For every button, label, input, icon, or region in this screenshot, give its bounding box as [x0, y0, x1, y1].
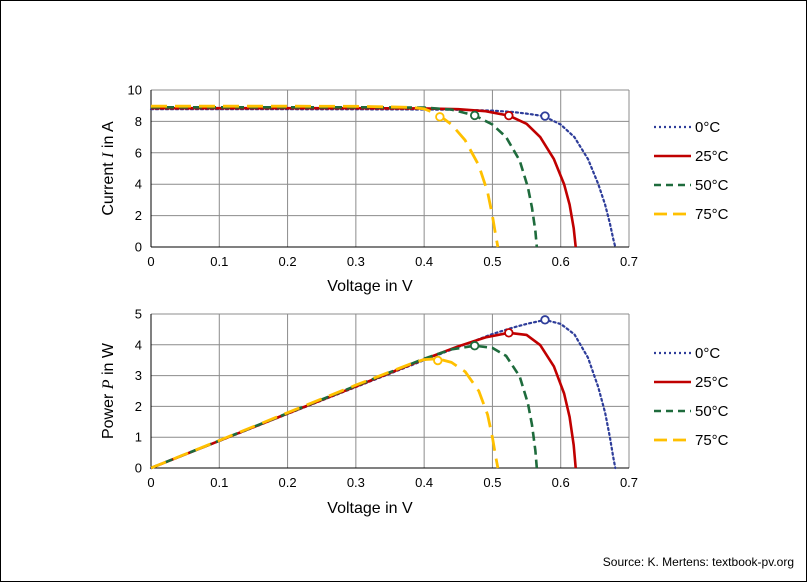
x-tick-label: 0	[147, 475, 154, 490]
y-tick-label: 1	[135, 430, 142, 445]
y-tick-label: 8	[135, 114, 142, 129]
x-tick-label: 0.7	[620, 475, 638, 490]
y-tick-label: 6	[135, 145, 142, 160]
y-tick-label: 4	[135, 177, 142, 192]
x-tick-label: 0.3	[347, 254, 365, 269]
y-tick-label: 10	[128, 83, 142, 98]
y-axis-title: Power P in W	[100, 342, 117, 439]
x-tick-label: 0.1	[210, 475, 228, 490]
y-tick-label: 5	[135, 307, 142, 322]
x-tick-label: 0.1	[210, 254, 228, 269]
legend-label: 25°C	[695, 374, 729, 391]
chart-current: 0 0.1 0.2 0.3 0.4 0.5 0.6 0.7 0 2 4 6 8 10 Voltage in …	[100, 83, 729, 296]
mpp-marker-0c	[540, 315, 550, 325]
y-tick-label: 0	[135, 461, 142, 476]
mpp-marker-0c	[540, 111, 550, 121]
x-tick-label: 0.6	[552, 475, 570, 490]
mpp-marker-25c	[504, 328, 514, 338]
x-tick-label: 0.4	[415, 475, 433, 490]
series-line-75c	[151, 104, 500, 248]
series-line-0c	[149, 108, 617, 249]
x-tick-label: 0	[147, 254, 154, 269]
y-tick-label: 3	[135, 368, 142, 383]
x-tick-label: 0.3	[347, 475, 365, 490]
y-tick-label: 4	[135, 337, 142, 352]
legend-label: 0°C	[695, 345, 720, 362]
x-tick-label: 0.2	[279, 254, 297, 269]
x-tick-label: 0.5	[483, 475, 501, 490]
mpp-marker-75c	[433, 355, 443, 366]
y-axis-title-part: in A	[100, 121, 117, 152]
x-tick-label: 0.6	[552, 254, 570, 269]
x-tick-label: 0.2	[279, 475, 297, 490]
y-axis-title-part: Power	[100, 389, 117, 439]
mpp-marker-50c	[469, 341, 480, 351]
y-tick-label: 2	[135, 399, 142, 414]
y-axis-title-part: in W	[100, 342, 117, 379]
legend-label: 50°C	[695, 403, 729, 420]
y-axis-title-part: I	[100, 152, 117, 159]
x-axis-title: Voltage in V	[327, 278, 413, 295]
y-axis-title-part: Current	[100, 158, 117, 216]
y-tick-label: 0	[135, 240, 142, 255]
y-axis-title: Current I in A	[100, 121, 117, 216]
legend-label: 75°C	[695, 432, 729, 449]
mpp-marker-50c	[469, 110, 480, 121]
y-axis-title-part: P	[100, 379, 117, 390]
legend-label: 0°C	[695, 119, 720, 136]
chart-power: 0 0.1 0.2 0.3 0.4 0.5 0.6 0.7 0 1 2 3 4 5 Voltage in V…	[100, 307, 729, 518]
series-line-75c	[150, 357, 500, 470]
y-tick-label: 2	[135, 208, 142, 223]
mpp-marker-25c	[504, 110, 514, 121]
x-tick-label: 0.4	[415, 254, 433, 269]
legend-label: 50°C	[695, 177, 729, 194]
x-tick-label: 0.7	[620, 254, 638, 269]
legend-label: 75°C	[695, 206, 729, 223]
legend-label: 25°C	[695, 148, 729, 165]
source-note: Source: K. Mertens: textbook-pv.org	[602, 555, 794, 569]
plot-area	[151, 314, 629, 468]
mpp-marker-75c	[435, 112, 445, 122]
x-tick-label: 0.5	[483, 254, 501, 269]
x-axis-title: Voltage in V	[327, 500, 413, 517]
